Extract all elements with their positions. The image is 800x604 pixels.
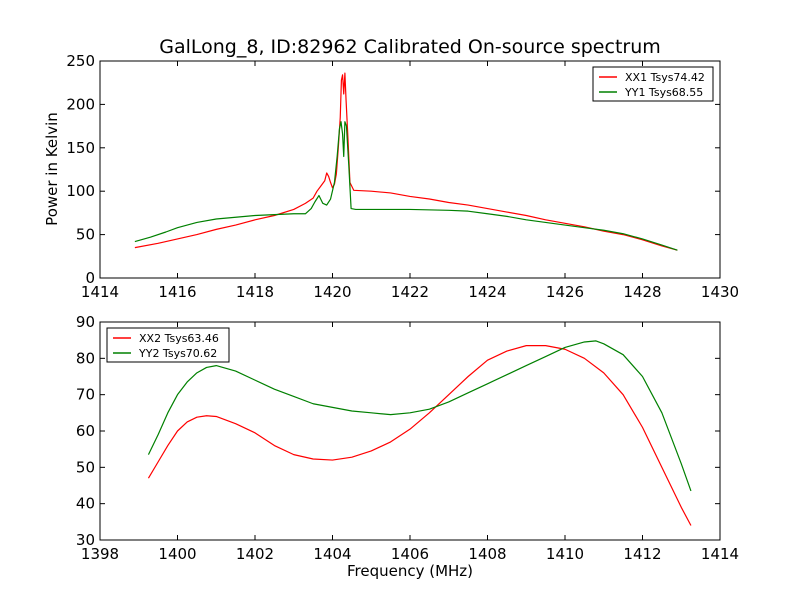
bottom-legend-entry-1: XX2 Tsys63.46: [139, 332, 219, 345]
bottom-legend: XX2 Tsys63.46 YY2 Tsys70.62: [106, 327, 230, 363]
top-x-tick-label: 1414: [81, 283, 119, 301]
bottom-x-tick-label: 1406: [391, 545, 429, 563]
bottom-series-line-2: [147, 340, 692, 492]
top-x-tick-label: 1422: [391, 283, 429, 301]
bottom-y-tick-label: 70: [76, 386, 95, 404]
bottom-x-tick-label: 1410: [546, 545, 584, 563]
y-axis-label: Power in Kelvin: [43, 112, 61, 226]
bottom-series-line-1: [147, 345, 692, 526]
x-axis-label: Frequency (MHz): [347, 562, 473, 580]
bottom-y-tick-label: 50: [76, 458, 95, 476]
top-legend-entry-1: XX1 Tsys74.42: [625, 71, 705, 84]
top-y-tick-label: 100: [66, 182, 95, 200]
top-x-tick-label: 1416: [158, 283, 196, 301]
bottom-x-tick-label: 1400: [158, 545, 196, 563]
top-x-tick-label: 1426: [546, 283, 584, 301]
bottom-x-tick-label: 1414: [701, 545, 739, 563]
bottom-panel: 1398 1400 1402 1404 1406 1408 1410 1412 1414 30 40…: [76, 313, 739, 563]
bottom-x-tick-label: 1404: [313, 545, 351, 563]
bottom-x-tick-label: 1402: [236, 545, 274, 563]
bottom-x-tick-label: 1408: [468, 545, 506, 563]
bottom-x-tick-label: 1412: [623, 545, 661, 563]
top-x-tick-label: 1420: [313, 283, 351, 301]
bottom-y-tick-label: 40: [76, 495, 95, 513]
top-series-line-1: [134, 72, 678, 251]
bottom-legend-box: [106, 327, 230, 363]
top-x-tick-label: 1418: [236, 283, 274, 301]
bottom-y-tick-label: 80: [76, 349, 95, 367]
top-legend: XX1 Tsys74.42 YY1 Tsys68.55: [592, 66, 714, 102]
bottom-x-tick-label: 1398: [81, 545, 119, 563]
bottom-y-tick-label: 90: [76, 313, 95, 331]
top-y-tick-label: 250: [66, 52, 95, 70]
top-legend-entry-2: YY1 Tsys68.55: [624, 86, 703, 99]
top-y-tick-label: 50: [76, 226, 95, 244]
top-y-tick-label: 150: [66, 139, 95, 157]
top-panel: 1414 1416 1418 1420 1422 1424 1426 1428 1430 0 50 1…: [66, 52, 739, 301]
chart-title: GalLong_8, ID:82962 Calibrated On-source…: [159, 36, 661, 58]
top-x-tick-label: 1428: [623, 283, 661, 301]
top-x-tick-label: 1430: [701, 283, 739, 301]
top-y-tick-label: 0: [85, 269, 95, 287]
bottom-legend-entry-2: YY2 Tsys70.62: [138, 347, 217, 360]
bottom-y-tick-label: 60: [76, 422, 95, 440]
top-x-tick-label: 1424: [468, 283, 506, 301]
top-y-tick-label: 200: [66, 95, 95, 113]
top-legend-box: [592, 66, 714, 102]
bottom-y-tick-label: 30: [76, 531, 95, 549]
top-series-line-2: [134, 121, 678, 251]
